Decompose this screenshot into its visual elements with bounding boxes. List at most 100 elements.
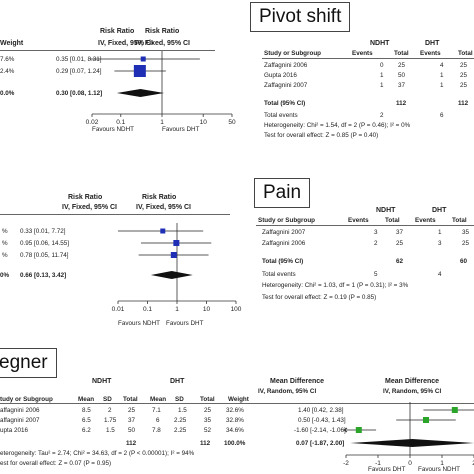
pain-row1-t2: 35 bbox=[462, 229, 470, 236]
pain-events-label: Total events bbox=[262, 271, 296, 278]
pivot-row3-e2: 1 bbox=[440, 82, 444, 89]
tegner-total-t1: 112 bbox=[126, 440, 137, 447]
point-estimate bbox=[133, 65, 146, 77]
p1-weight-header: Weight bbox=[0, 40, 24, 47]
point-estimate bbox=[451, 407, 458, 413]
tegner-row1-sd2: 1.5 bbox=[178, 407, 187, 414]
tegner-col-weight: Weight bbox=[228, 396, 249, 403]
p1-favours-right: Favours DHT bbox=[162, 126, 200, 133]
pooled-diamond bbox=[116, 89, 165, 97]
x-tick-label: 100 bbox=[231, 306, 242, 313]
pivot-row2-t2: 25 bbox=[460, 72, 468, 79]
tegner-row1-ci: 1.40 [0.42, 2.38] bbox=[298, 407, 344, 414]
tegner-row3-study: upta 2016 bbox=[0, 427, 29, 434]
pain-events-e2: 4 bbox=[438, 271, 442, 278]
pivot-group-dht: DHT bbox=[425, 40, 440, 47]
tegner-heterogeneity: eterogeneity: Tau² = 2.74; Chi² = 34.63,… bbox=[0, 450, 195, 457]
p1-total-ci: 0.30 [0.08, 1.12] bbox=[56, 90, 103, 97]
tegner-col-mean1: Mean bbox=[78, 396, 95, 403]
pain-row2-e1: 2 bbox=[374, 240, 378, 247]
p1-header-ci: Risk Ratio bbox=[100, 28, 135, 35]
point-estimate bbox=[173, 240, 180, 246]
p1-row2-ci: 0.29 [0.07, 1.24] bbox=[56, 68, 102, 75]
tegner-row3-sd1: 1.5 bbox=[106, 427, 115, 434]
ci-arrow bbox=[343, 427, 348, 433]
p2-row1-weight: % bbox=[2, 228, 8, 235]
point-estimate bbox=[355, 427, 362, 433]
tegner-row3-sd2: 2.25 bbox=[174, 427, 187, 434]
pivot-row3-t2: 25 bbox=[460, 82, 468, 89]
tegner-favours-left: Favours DHT bbox=[368, 466, 406, 473]
tegner-group-md-ci: Mean Difference bbox=[270, 378, 325, 385]
pivot-title: Pivot shift bbox=[250, 2, 351, 32]
pain-overall: Test for overall effect: Z = 0.19 (P = 0… bbox=[262, 294, 377, 301]
tegner-row3-m1: 6.2 bbox=[82, 427, 91, 434]
pain-row2-study: Zaffagnini 2006 bbox=[262, 240, 306, 247]
x-tick-label: 10 bbox=[203, 306, 211, 313]
tegner-total-ci: 0.07 [-1.87, 2.00] bbox=[296, 440, 345, 447]
tegner-title: egner bbox=[0, 348, 57, 378]
p1-favours-left: Favours NDHT bbox=[92, 126, 134, 133]
pain-total-label: Total (95% CI) bbox=[262, 258, 304, 265]
tegner-row2-ci: 0.50 [-0.43, 1.43] bbox=[298, 417, 346, 424]
tegner-col-sd2: SD bbox=[175, 396, 184, 403]
pivot-row3-e1: 1 bbox=[380, 82, 384, 89]
pain-col-events2: Events bbox=[415, 217, 436, 224]
x-tick-label: 0 bbox=[408, 460, 412, 467]
tegner-group-md-plot: Mean Difference bbox=[385, 378, 440, 385]
pivot-row2-t1: 50 bbox=[398, 72, 406, 79]
tegner-col-total1: Total bbox=[123, 396, 138, 403]
tegner-row2-m1: 6.5 bbox=[82, 417, 91, 424]
tegner-sub-ci: IV, Random, 95% CI bbox=[258, 388, 317, 395]
pivot-col-events1: Events bbox=[352, 50, 373, 57]
tegner-col-sd1: SD bbox=[103, 396, 112, 403]
pain-row1-e2: 1 bbox=[438, 229, 442, 236]
pain-col-study: Study or Subgroup bbox=[258, 217, 316, 224]
pain-total-t2: 60 bbox=[460, 258, 468, 265]
p2-subheader-plot: IV, Fixed, 95% CI bbox=[136, 204, 191, 211]
pivot-col-study: Study or Subgroup bbox=[264, 50, 322, 57]
tegner-col-mean2: Mean bbox=[150, 396, 167, 403]
tegner-row3-ci: -1.60 [-2.14, -1.06] bbox=[294, 427, 346, 434]
p2-row2-ci: 0.95 [0.06, 14.55] bbox=[20, 240, 70, 247]
pain-col-total2: Total bbox=[452, 217, 467, 224]
pivot-events-e2: 6 bbox=[440, 112, 444, 119]
tegner-col-study: tudy or Subgroup bbox=[0, 396, 53, 403]
pain-group-dht: DHT bbox=[432, 207, 447, 214]
tegner-row2-w: 32.8% bbox=[226, 417, 244, 424]
point-estimate bbox=[160, 228, 166, 234]
pooled-diamond bbox=[150, 271, 193, 279]
tegner-group-ndht: NDHT bbox=[92, 378, 112, 385]
tegner-row1-t1: 25 bbox=[128, 407, 136, 414]
p1-header-plot: Risk Ratio bbox=[145, 28, 180, 35]
tegner-group-dht: DHT bbox=[170, 378, 185, 385]
pivot-row3-t1: 37 bbox=[398, 82, 406, 89]
p1-total-weight: 0.0% bbox=[0, 90, 15, 97]
p2-total-weight: 0% bbox=[0, 272, 10, 279]
tegner-row3-w: 34.6% bbox=[226, 427, 244, 434]
tegner-col-total2: Total bbox=[200, 396, 215, 403]
p2-total-ci: 0.66 [0.13, 3.42] bbox=[20, 272, 67, 279]
p1-row2-weight: 2.4% bbox=[0, 68, 15, 75]
pivot-row2-e1: 1 bbox=[380, 72, 384, 79]
x-tick-label: 50 bbox=[228, 119, 236, 126]
pain-row2-e2: 3 bbox=[438, 240, 442, 247]
p2-row3-ci: 0.78 [0.05, 11.74] bbox=[20, 252, 69, 259]
tegner-row1-w: 32.6% bbox=[226, 407, 244, 414]
p2-header-plot: Risk Ratio bbox=[142, 194, 177, 201]
pivot-rule bbox=[262, 58, 474, 59]
pivot-col-total2: Total bbox=[458, 50, 473, 57]
pivot-overall: Test for overall effect: Z = 0.85 (P = 0… bbox=[264, 132, 379, 139]
pivot-row3-study: Zaffagnini 2007 bbox=[264, 82, 308, 89]
pivot-row1-t2: 25 bbox=[460, 62, 468, 69]
pivot-total-t2: 112 bbox=[458, 100, 469, 107]
pain-group-ndht: NDHT bbox=[376, 207, 396, 214]
pivot-row1-t1: 25 bbox=[398, 62, 406, 69]
pooled-diamond bbox=[350, 439, 474, 447]
pain-events-e1: 5 bbox=[374, 271, 378, 278]
pivot-total-t1: 112 bbox=[396, 100, 407, 107]
tegner-row2-t2: 35 bbox=[204, 417, 212, 424]
pain-title: Pain bbox=[254, 178, 311, 208]
pivot-heterogeneity: Heterogeneity: Chi² = 1.54, df = 2 (P = … bbox=[264, 122, 411, 129]
